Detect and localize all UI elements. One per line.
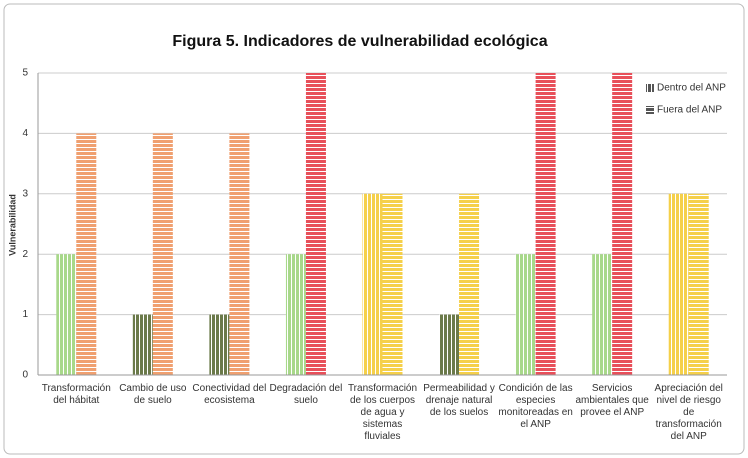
legend-label: Dentro del ANP xyxy=(657,83,726,94)
bar xyxy=(668,193,689,375)
x-tick-label: Transformación de los cuerpos de agua y … xyxy=(347,383,418,442)
x-tick-label: Permeabilidad y drenaje natural de los s… xyxy=(423,383,495,418)
x-tick-label: Transformación del hábitat xyxy=(41,383,111,406)
bar xyxy=(132,314,153,375)
y-tick-label: 3 xyxy=(22,188,28,199)
x-tick-label: Degradación del suelo xyxy=(269,383,343,406)
bar xyxy=(535,73,556,375)
bar xyxy=(439,314,460,375)
x-tick-label: Cambio de uso de suelo xyxy=(119,383,187,406)
bar xyxy=(515,254,536,375)
y-tick-label: 2 xyxy=(22,249,28,260)
legend-label: Fuera del ANP xyxy=(657,105,722,116)
legend-swatch xyxy=(646,84,654,92)
bar xyxy=(76,133,97,375)
y-tick-label: 1 xyxy=(22,309,28,320)
y-tick-label: 4 xyxy=(22,128,28,139)
bar xyxy=(285,254,306,375)
bar xyxy=(459,193,480,375)
legend-swatch xyxy=(646,106,654,114)
bar xyxy=(688,193,709,375)
bar xyxy=(152,133,173,375)
bar xyxy=(305,73,326,375)
x-tick-label: Condición de las especies monitoreadas e… xyxy=(498,383,573,430)
x-tick-label: Conectividad del ecosistema xyxy=(192,383,267,406)
x-tick-label: Servicios ambientales que provee el ANP xyxy=(575,383,649,418)
bar xyxy=(229,133,250,375)
y-axis-label: Vulnerabilidad xyxy=(7,194,17,256)
bar xyxy=(362,193,383,375)
chart-title: Figura 5. Indicadores de vulnerabilidad … xyxy=(172,33,547,50)
bar xyxy=(612,73,633,375)
bar xyxy=(209,314,230,375)
bar xyxy=(592,254,613,375)
y-tick-label: 5 xyxy=(22,68,28,79)
bar xyxy=(56,254,77,375)
bar xyxy=(382,193,403,375)
x-tick-label: Apreciación del nivel de riesgo de trans… xyxy=(654,383,723,442)
y-tick-label: 0 xyxy=(22,370,28,381)
